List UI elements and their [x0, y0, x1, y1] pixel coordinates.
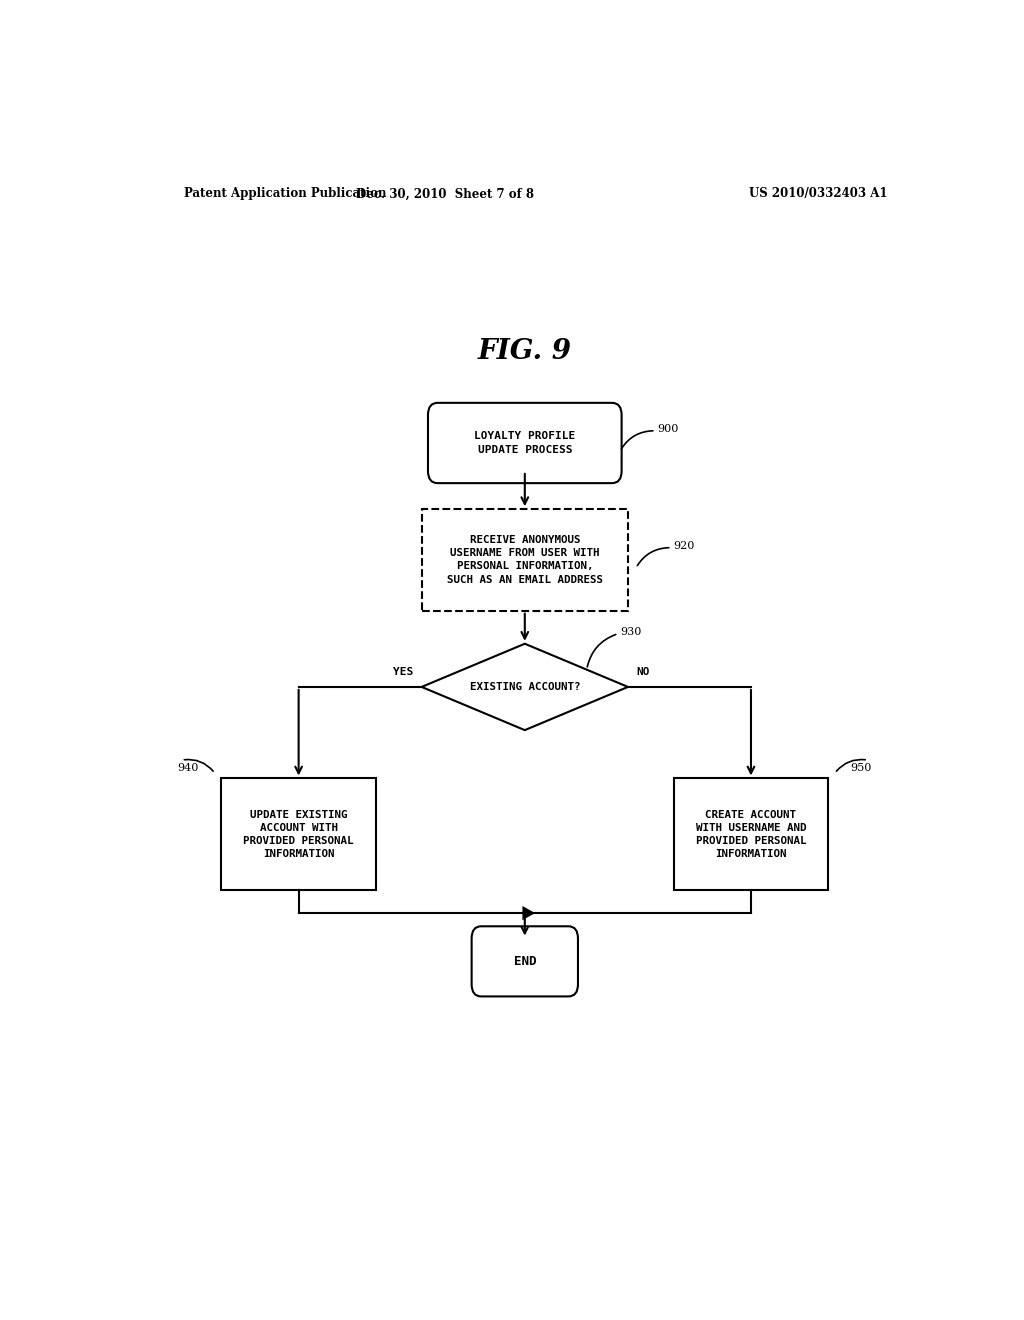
Bar — [221, 779, 376, 890]
Text: 900: 900 — [657, 424, 679, 434]
Text: RECEIVE ANONYMOUS
USERNAME FROM USER WITH
PERSONAL INFORMATION,
SUCH AS AN EMAIL: RECEIVE ANONYMOUS USERNAME FROM USER WIT… — [446, 535, 603, 585]
Text: Dec. 30, 2010  Sheet 7 of 8: Dec. 30, 2010 Sheet 7 of 8 — [356, 187, 535, 201]
Text: 920: 920 — [673, 541, 694, 550]
Polygon shape — [522, 906, 536, 920]
FancyBboxPatch shape — [472, 927, 578, 997]
Polygon shape — [422, 644, 628, 730]
Text: 950: 950 — [851, 763, 872, 774]
Text: CREATE ACCOUNT
WITH USERNAME AND
PROVIDED PERSONAL
INFORMATION: CREATE ACCOUNT WITH USERNAME AND PROVIDE… — [695, 809, 806, 859]
Text: UPDATE EXISTING
ACCOUNT WITH
PROVIDED PERSONAL
INFORMATION: UPDATE EXISTING ACCOUNT WITH PROVIDED PE… — [244, 809, 354, 859]
Text: Patent Application Publication: Patent Application Publication — [183, 187, 386, 201]
FancyBboxPatch shape — [428, 403, 622, 483]
Text: NO: NO — [636, 667, 649, 677]
Bar — [674, 779, 828, 890]
Text: EXISTING ACCOUNT?: EXISTING ACCOUNT? — [470, 682, 580, 692]
Text: 940: 940 — [177, 763, 199, 774]
Text: YES: YES — [393, 667, 414, 677]
Text: FIG. 9: FIG. 9 — [478, 338, 571, 366]
Text: LOYALTY PROFILE
UPDATE PROCESS: LOYALTY PROFILE UPDATE PROCESS — [474, 432, 575, 454]
Text: US 2010/0332403 A1: US 2010/0332403 A1 — [750, 187, 888, 201]
Text: 930: 930 — [620, 627, 641, 636]
Text: END: END — [514, 954, 536, 968]
Bar — [422, 510, 628, 611]
